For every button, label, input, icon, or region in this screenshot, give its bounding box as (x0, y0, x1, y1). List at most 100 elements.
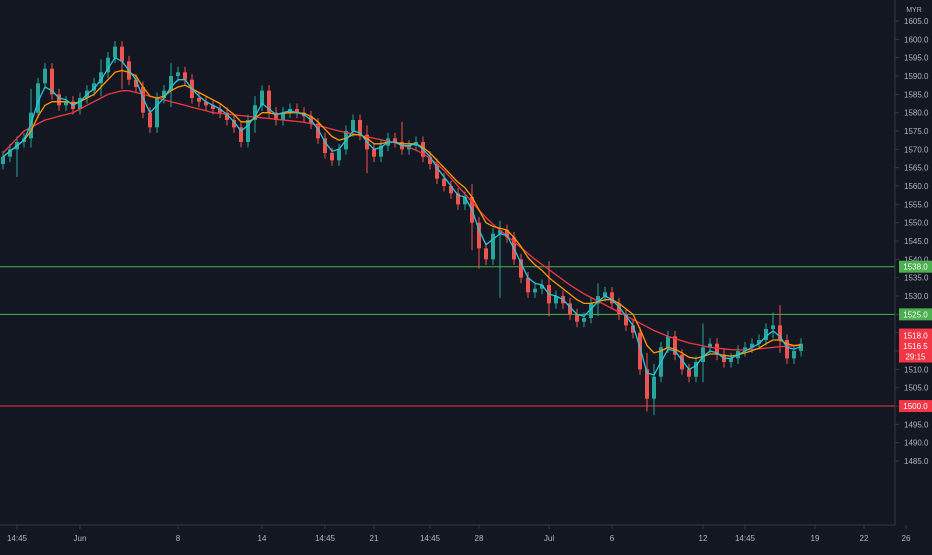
y-tick-label: 1545.0 (904, 237, 929, 246)
candle (435, 158, 439, 185)
candle-body (78, 98, 82, 110)
candle-body (498, 230, 502, 234)
moving-average-line (2, 57, 802, 376)
x-tick-label: 6 (610, 534, 615, 543)
candle (295, 103, 299, 119)
candle-body (477, 222, 481, 249)
price-axis[interactable]: 1485.01490.01495.01500.01505.01510.01515… (895, 17, 929, 466)
candle-body (106, 57, 110, 73)
candle (183, 66, 187, 86)
candle-body (652, 376, 656, 399)
x-tick-label: 21 (370, 534, 379, 543)
time-axis[interactable]: 14:45 Jun 8 14 14:45 21 14:45 28 Jul 6 12 14:45 19 22… (7, 525, 911, 543)
candle (757, 334, 761, 350)
y-tick-label: 1495.0 (904, 420, 929, 429)
candle-body (694, 362, 698, 377)
candle-body (771, 325, 775, 330)
current-price-text: 29:15 (905, 353, 926, 362)
candle-body (778, 325, 782, 341)
candle-body (99, 72, 103, 84)
candle (596, 283, 600, 317)
y-tick-label: 1570.0 (904, 145, 929, 154)
candle-body (43, 68, 47, 84)
candle-body (8, 149, 12, 157)
currency-label: MYR (906, 7, 922, 14)
candle-body (169, 76, 173, 91)
candle (134, 74, 138, 93)
price-label: 1500.0 (899, 400, 932, 413)
price-label: 1525.0 (899, 308, 932, 321)
candle-body (680, 354, 684, 370)
x-tick-label: 12 (699, 534, 708, 543)
y-tick-label: 1575.0 (904, 127, 929, 136)
candle-body (624, 314, 628, 326)
candle-body (673, 336, 677, 355)
y-tick-label: 1490.0 (904, 439, 929, 448)
candle (491, 228, 495, 265)
candle (337, 143, 341, 166)
y-tick-label: 1580.0 (904, 109, 929, 118)
x-tick-label: Jul (544, 534, 554, 543)
candle (29, 88, 33, 148)
price-label-text: 1525.0 (903, 310, 928, 319)
candle-body (708, 343, 712, 348)
candle-body (505, 230, 509, 238)
candle-body (799, 343, 803, 352)
candle (92, 77, 96, 97)
candle-body (204, 101, 208, 106)
y-tick-label: 1560.0 (904, 182, 929, 191)
candle-body (463, 197, 467, 205)
price-label: 1538.0 (899, 260, 932, 273)
candle-body (372, 149, 376, 157)
candle (701, 323, 705, 383)
moving-averages (2, 57, 802, 376)
candle (715, 338, 719, 361)
candle (582, 312, 586, 328)
price-label-box (899, 308, 932, 321)
candle-body (533, 288, 537, 293)
horizontal-levels (0, 266, 895, 407)
candle (575, 308, 579, 328)
x-tick-label: 26 (902, 534, 911, 543)
candle-body (610, 292, 614, 304)
candle-body (337, 149, 341, 161)
x-tick-label: 14:45 (315, 534, 336, 543)
y-tick-label: 1565.0 (904, 164, 929, 173)
candle-body (603, 292, 607, 297)
candle-body (757, 340, 761, 344)
candle-body (617, 303, 621, 315)
candle-body (750, 343, 754, 348)
candle-body (323, 138, 327, 154)
candle-body (743, 347, 747, 352)
y-tick-label: 1595.0 (904, 54, 929, 63)
candle-body (568, 303, 572, 315)
y-tick-label: 1530.0 (904, 292, 929, 301)
y-tick-label: 1510.0 (904, 365, 929, 374)
candle-body (155, 98, 159, 128)
candle-body (442, 178, 446, 187)
candle (743, 341, 747, 357)
candle-body (393, 138, 397, 143)
candle-body (211, 105, 215, 110)
candle-body (239, 127, 243, 143)
candle (631, 319, 635, 339)
candle (36, 77, 40, 119)
candle-body (183, 72, 187, 80)
candle-body (575, 314, 579, 322)
candle (638, 327, 642, 375)
candle (533, 283, 537, 298)
candle (785, 334, 789, 364)
candle-body (715, 343, 719, 355)
candle (120, 41, 124, 89)
candle (323, 132, 327, 159)
candle-body (29, 112, 33, 139)
moving-average-line (2, 69, 802, 360)
candle (253, 96, 257, 133)
x-tick-label: 28 (475, 534, 484, 543)
y-tick-label: 1550.0 (904, 219, 929, 228)
candle-body (666, 336, 670, 348)
candle (372, 143, 376, 163)
